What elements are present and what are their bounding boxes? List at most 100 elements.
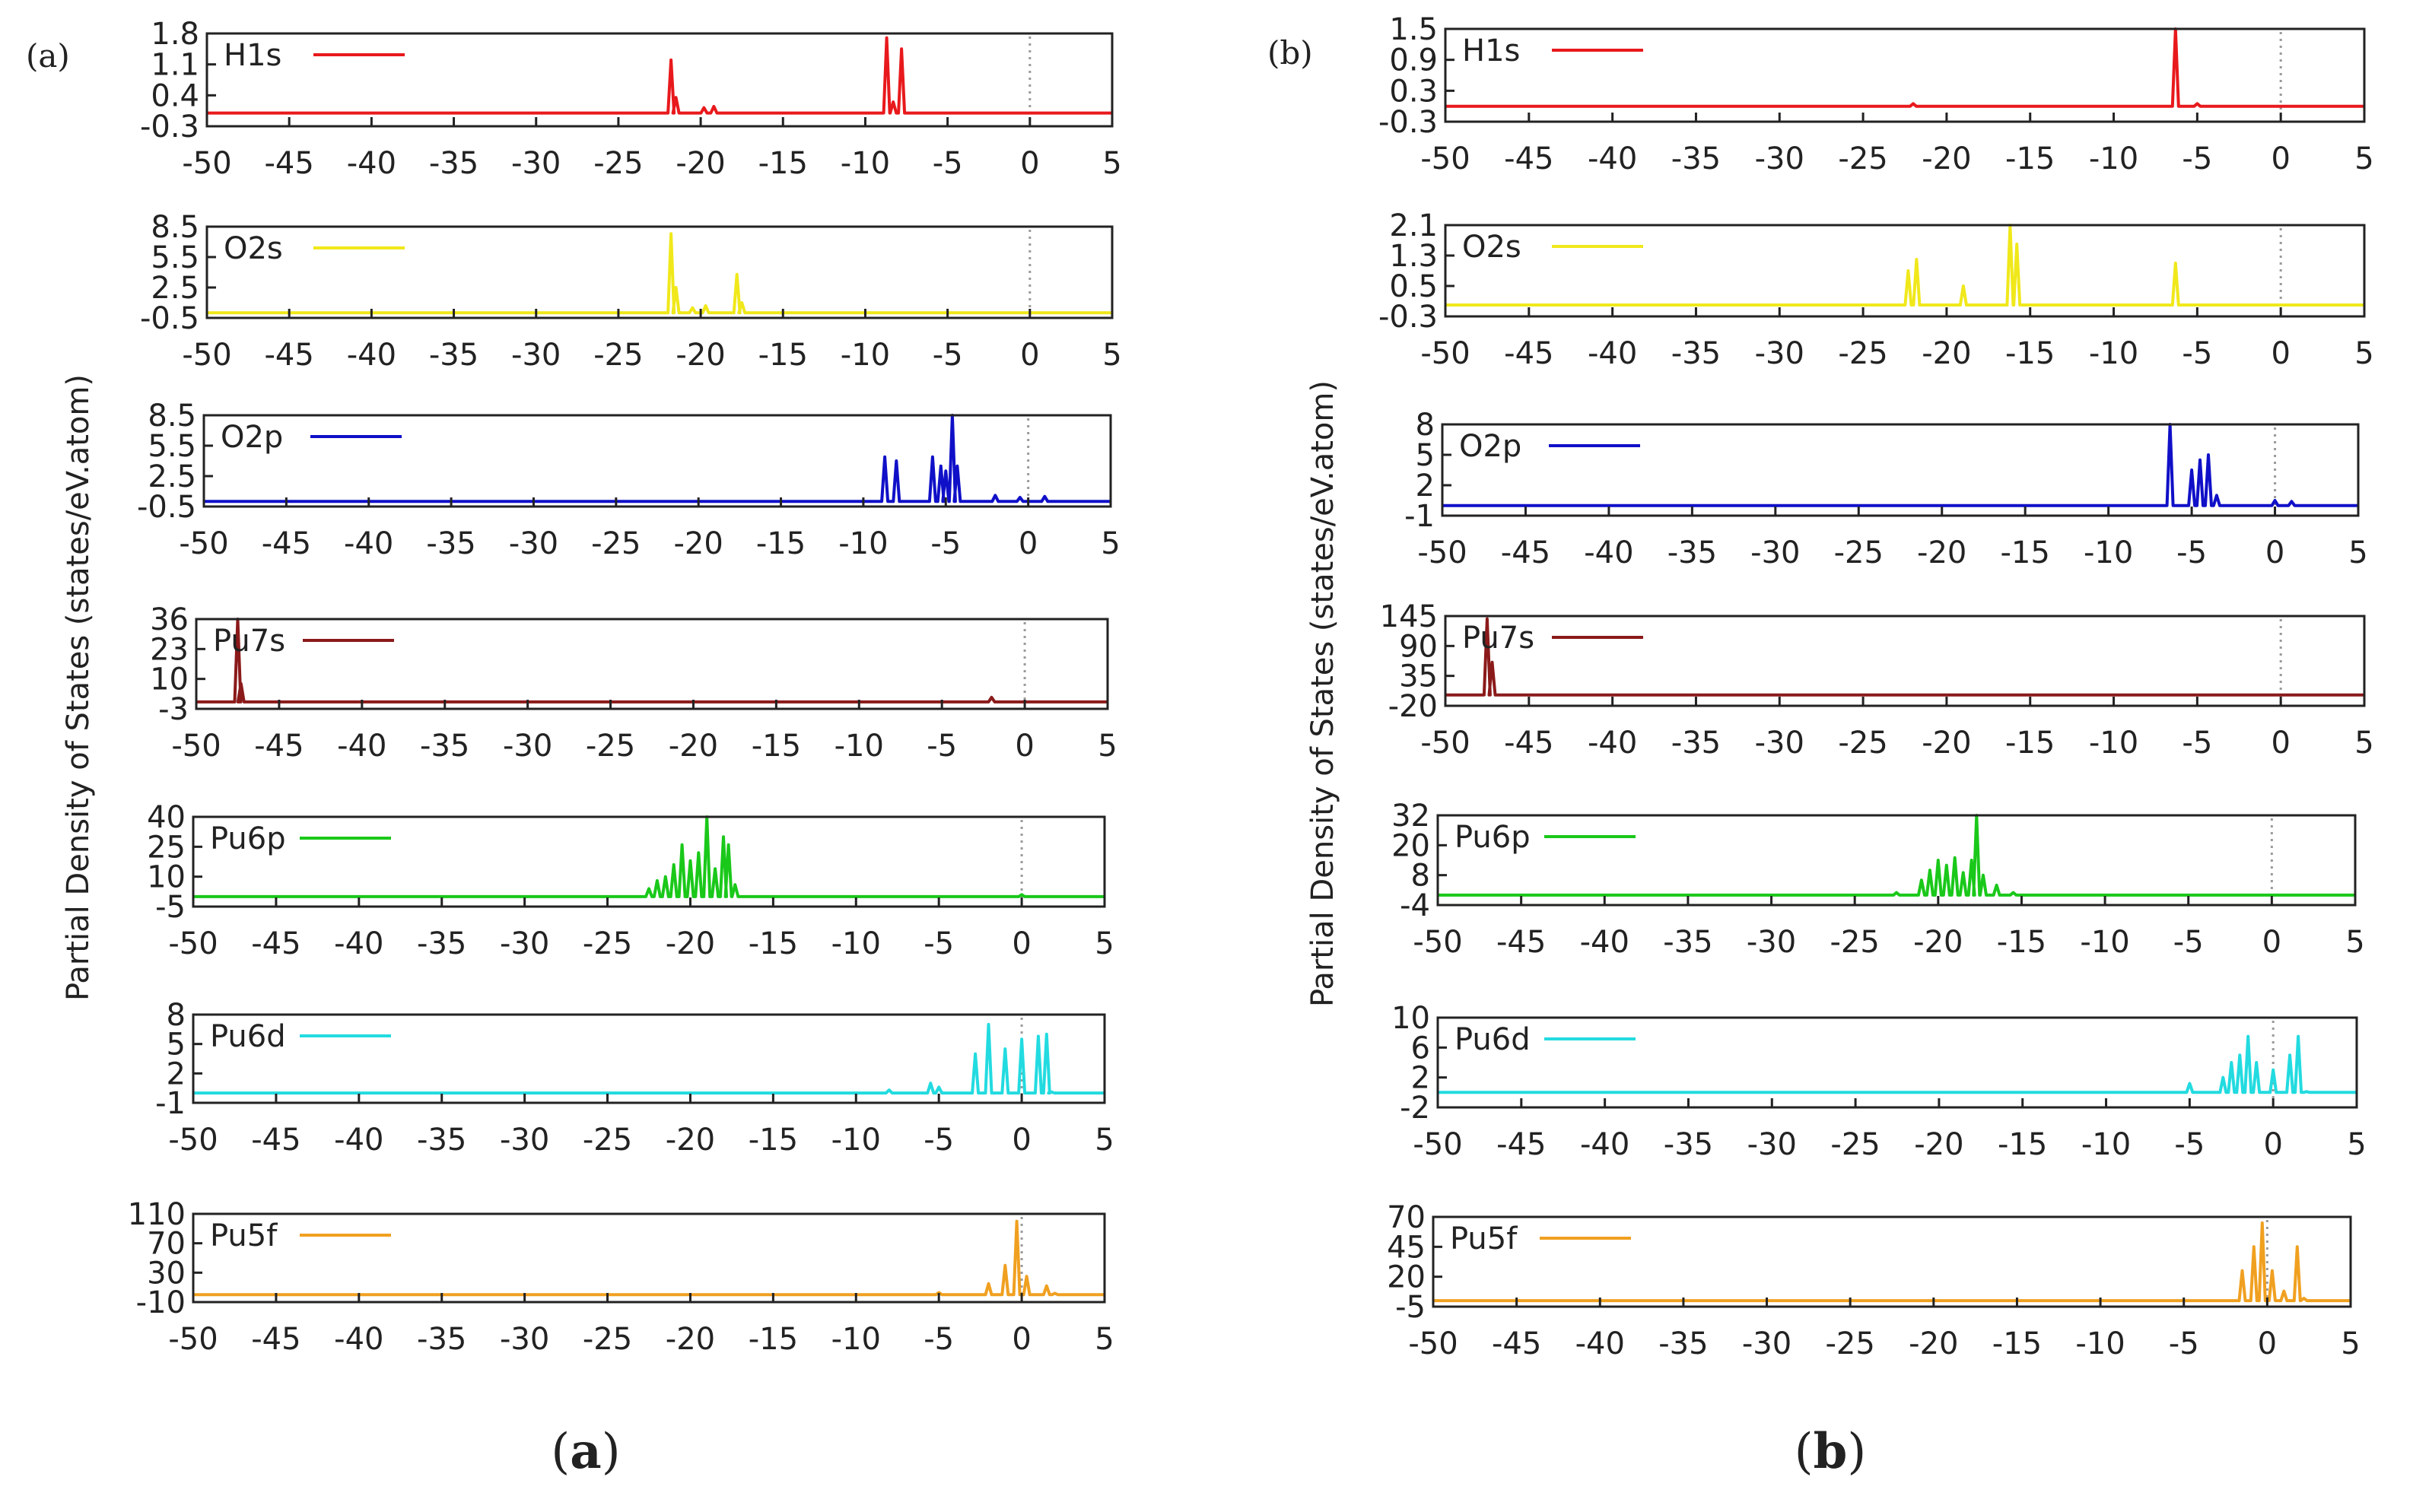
panel-a-pu5f-x-tick-label: -15 bbox=[749, 1322, 798, 1357]
panel-a-pu6p-x-tick-label: -5 bbox=[924, 926, 954, 961]
panel-a-o2p-subplot: 8.55.52.5-0.5-50 -45 -40 -35 -30 -25 -20 -15 -10… bbox=[137, 399, 1121, 561]
panel-b-pu5f-plot-frame bbox=[1432, 1215, 2352, 1308]
panel-b-pu5f-dos-curve bbox=[1433, 1221, 2351, 1303]
panel-b-pu6d-x-tick-label: -50 bbox=[1413, 1127, 1462, 1162]
panel-a-o2s-x-tick-label: -25 bbox=[593, 338, 643, 373]
panel-a-o2p-x-tick-label: -25 bbox=[591, 526, 641, 561]
panel-a-pu6d-x-tick-label: -20 bbox=[666, 1123, 715, 1158]
panel-a-h1s-x-tick-label: -35 bbox=[429, 146, 478, 181]
panel-b-subplots: 1.50.90.3-0.3-50 -45 -40 -35 -30 -25 -20 -15 -10… bbox=[1378, 12, 2374, 1361]
panel-a-pu6d-x-tick-label: -15 bbox=[749, 1123, 798, 1158]
panel-a-pu6p-x-tick-label: -35 bbox=[417, 926, 466, 961]
panel-a-pu6d-y-tick-label: 2 bbox=[167, 1056, 186, 1091]
panel-a-tag: (a) bbox=[26, 37, 70, 75]
panel-b-caption: (b) bbox=[1795, 1423, 1867, 1480]
panel-b-pu7s-x-tick-label: 5 bbox=[2354, 726, 2373, 761]
panel-a-pu7s-plot-frame bbox=[195, 618, 1109, 710]
panel-b-pu6p-x-tick-label: -25 bbox=[1830, 925, 1880, 960]
panel-b-o2s-dos-curve bbox=[1445, 224, 2364, 307]
panel-a-pu7s-x-tick-label: -5 bbox=[927, 729, 957, 764]
panel-b-pu6d-x-tick-label: 5 bbox=[2347, 1127, 2366, 1162]
panel-b-o2s-x-tick-label: -30 bbox=[1755, 336, 1804, 371]
panel-a-pu5f-x-tick-label: -45 bbox=[251, 1322, 300, 1357]
panel-a-pu5f-x-tick-label: 5 bbox=[1095, 1322, 1114, 1357]
panel-b-pu6d-x-tick-label: -5 bbox=[2174, 1127, 2205, 1162]
panel-a-pu7s-legend: Pu7s bbox=[213, 624, 394, 659]
panel-a-o2s-dos-curve bbox=[207, 232, 1112, 315]
panel-b-h1s-plot-frame bbox=[1444, 27, 2366, 123]
panel-b-pu6p-x-tick-label: -40 bbox=[1580, 925, 1629, 960]
panel-a-pu6p-x-tick-label: -20 bbox=[666, 926, 715, 961]
panel-b-pu6p-y-tick-label: 8 bbox=[1411, 859, 1430, 894]
panel-a-o2p-y-tick-label: -0.5 bbox=[137, 490, 196, 525]
panel-b-pu6d-y-tick-label: 2 bbox=[1411, 1061, 1430, 1096]
panel-b-h1s-x-tick-label: -40 bbox=[1588, 141, 1637, 176]
panel-b-o2s-x-tick-label: 5 bbox=[2354, 336, 2373, 371]
panel-b-o2p-x-tick-label: -20 bbox=[1917, 535, 1966, 570]
panel-b-pu5f-legend: Pu5f bbox=[1450, 1221, 1631, 1256]
panel-a-pu7s-x-tick-label: -45 bbox=[254, 729, 304, 764]
panel-a-o2s-x-tick-label: 0 bbox=[1020, 338, 1039, 373]
panel-a-o2s-x-tick-label: -5 bbox=[933, 338, 963, 373]
panel-a-h1s-y-tick-label: -0.3 bbox=[140, 110, 199, 145]
panel-b-pu6d-y-tick-label: 10 bbox=[1391, 1001, 1430, 1036]
panel-a-pu5f-legend: Pu5f bbox=[210, 1218, 391, 1253]
panel-a-o2p-dos-curve bbox=[204, 414, 1111, 503]
panel-a-pu5f-plot-frame bbox=[192, 1212, 1106, 1304]
panel-b-pu5f-x-tick-label: -40 bbox=[1575, 1326, 1625, 1361]
panel-a-pu5f-x-tick-label: 0 bbox=[1012, 1322, 1031, 1357]
panel-a-pu5f-x-tick-label: -5 bbox=[924, 1322, 954, 1357]
panel-a-o2p-y-tick-label: 5.5 bbox=[148, 429, 196, 464]
panel-a-o2s-legend-label: O2s bbox=[224, 231, 283, 266]
panel-b-pu6p-x-tick-label: -15 bbox=[1997, 925, 2046, 960]
panel-b-o2s-y-tick-label: 0.5 bbox=[1389, 269, 1438, 304]
panel-a-h1s-x-tick-label: -10 bbox=[841, 146, 890, 181]
panel-b-o2s-legend-label: O2s bbox=[1462, 230, 1521, 265]
panel-a-pu6p-legend: Pu6p bbox=[210, 821, 391, 856]
panel-a-pu6d-x-tick-label: -25 bbox=[583, 1123, 632, 1158]
panel-b-h1s-x-tick-label: -35 bbox=[1671, 141, 1721, 176]
panel-b-pu5f-x-tick-label: 5 bbox=[2341, 1326, 2360, 1361]
panel-b-o2s-x-tick-label: -15 bbox=[2005, 336, 2055, 371]
panel-a-h1s-x-tick-label: -40 bbox=[347, 146, 396, 181]
panel-a-o2p-x-tick-label: 0 bbox=[1019, 526, 1038, 561]
panel-b-h1s-x-tick-label: -20 bbox=[1922, 141, 1971, 176]
panel-a-pu6d-plot-frame bbox=[192, 1013, 1106, 1104]
panel-b-o2s-x-tick-label: -10 bbox=[2089, 336, 2138, 371]
panel-a-pu7s-x-tick-label: 0 bbox=[1015, 729, 1034, 764]
panel-a-pu6p-y-tick-label: 40 bbox=[147, 800, 186, 835]
panel-b-o2p-x-tick-label: -25 bbox=[1834, 535, 1884, 570]
panel-a-o2s-subplot: 8.55.52.5-0.5-50 -45 -40 -35 -30 -25 -20 -15 -10… bbox=[140, 210, 1122, 373]
panel-b-o2p-x-tick-label: 5 bbox=[2348, 535, 2367, 570]
panel-a-o2s-y-tick-label: 8.5 bbox=[151, 210, 199, 245]
panel-a-y-axis-label: Partial Density of States (states/eV.ato… bbox=[61, 374, 96, 1001]
panel-a-pu7s-y-tick-label: -3 bbox=[158, 692, 189, 727]
panel-a-pu6p-x-tick-label: -25 bbox=[583, 926, 632, 961]
panel-a-o2p-y-tick-label: 8.5 bbox=[148, 399, 196, 434]
panel-b-pu7s-dos-curve bbox=[1445, 617, 2364, 697]
panel-a-h1s-x-tick-label: -25 bbox=[593, 146, 643, 181]
panel-a-o2p-x-tick-label: -10 bbox=[838, 526, 888, 561]
panel-b-pu6p-x-tick-label: -30 bbox=[1747, 925, 1796, 960]
panel-b-o2s-x-tick-label: -20 bbox=[1922, 336, 1971, 371]
panel-b-o2p-y-tick-label: 5 bbox=[1416, 438, 1435, 473]
panel-b-pu5f-y-tick-label: 45 bbox=[1387, 1230, 1426, 1265]
panel-a-pu5f-legend-label: Pu5f bbox=[210, 1218, 278, 1253]
panel-a-pu6d-x-tick-label: -45 bbox=[251, 1123, 300, 1158]
panel-a: (a) Partial Density of States (states/eV… bbox=[26, 17, 1122, 1480]
panel-a-o2p-plot-frame bbox=[202, 414, 1112, 508]
panel-a-pu6d-y-tick-label: -1 bbox=[155, 1086, 186, 1121]
panel-b-pu7s-x-tick-label: -10 bbox=[2089, 726, 2138, 761]
panel-b-pu5f-y-tick-label: -5 bbox=[1395, 1290, 1426, 1325]
panel-a-pu6p-x-tick-label: -45 bbox=[251, 926, 300, 961]
panel-a-h1s-y-tick-label: 1.1 bbox=[151, 48, 199, 83]
panel-a-o2p-x-tick-label: -15 bbox=[756, 526, 806, 561]
panel-b-o2s-y-tick-label: 2.1 bbox=[1389, 208, 1438, 243]
panel-a-pu6d-x-tick-label: -50 bbox=[168, 1123, 218, 1158]
panel-a-h1s-legend: H1s bbox=[224, 38, 405, 73]
panel-a-o2p-x-tick-label: -20 bbox=[674, 526, 723, 561]
panel-b-h1s-y-tick-label: 1.5 bbox=[1389, 12, 1438, 47]
